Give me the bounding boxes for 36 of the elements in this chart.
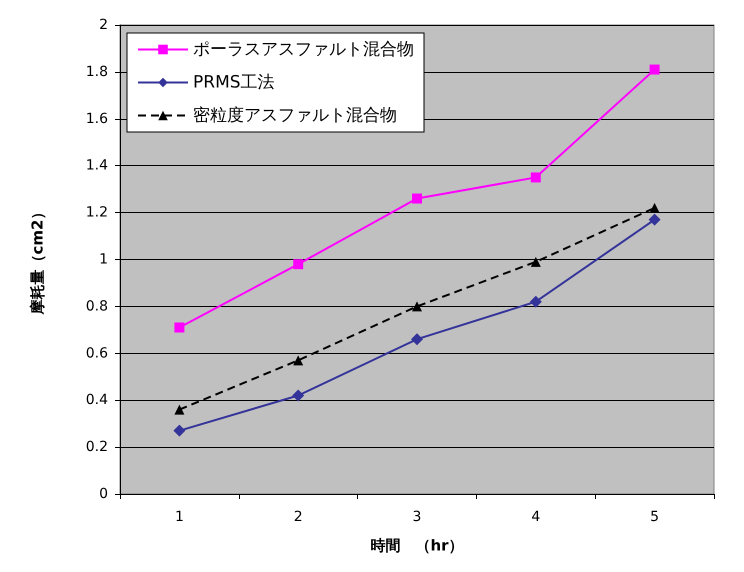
y-axis-title: 摩耗量（cm2） (28, 204, 46, 316)
y-tick-label: 1.8 (86, 64, 108, 80)
point (411, 333, 423, 346)
x-tick-label: 4 (531, 509, 540, 525)
x-tick-label: 3 (412, 509, 422, 525)
y-tick-label: 0.2 (86, 439, 108, 456)
point (530, 296, 542, 308)
point (173, 424, 186, 437)
point (412, 301, 422, 312)
point (174, 404, 184, 415)
point (530, 256, 541, 267)
y-tick-label: 1.4 (86, 158, 108, 174)
point (293, 355, 304, 366)
point (293, 259, 304, 270)
y-tick-label: 1.2 (86, 204, 108, 221)
y-tick-label: 0.8 (86, 298, 108, 314)
y-tick-label: 1 (99, 252, 108, 268)
point (174, 322, 184, 333)
x-tick-label: 1 (174, 509, 184, 525)
x-axis-title: 時間 （hr） (370, 536, 464, 554)
legend-label: ポーラスアスファルト混合物 (193, 40, 414, 60)
x-tick-label: 2 (294, 509, 303, 525)
y-tick-label: 0 (99, 486, 108, 502)
y-tick-label: 2 (99, 17, 108, 33)
y-tick-label: 0.6 (86, 345, 108, 362)
point (650, 202, 660, 213)
point (412, 194, 422, 204)
point (650, 64, 660, 75)
y-tick-label: 0.4 (86, 392, 108, 408)
y-tick-label: 1.6 (86, 110, 108, 127)
point (648, 214, 661, 226)
legend-label: PRMS工法 (193, 72, 275, 92)
legend-label: 密粒度アスファルト混合物 (193, 106, 397, 126)
x-tick-label: 5 (650, 509, 660, 525)
point (530, 172, 541, 182)
point (292, 390, 304, 402)
